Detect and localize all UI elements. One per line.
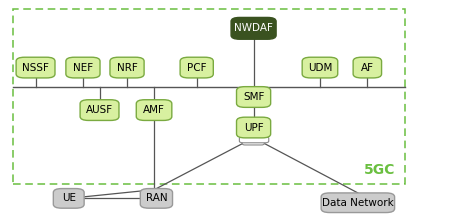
Text: PCF: PCF <box>187 63 207 73</box>
Text: NRF: NRF <box>117 63 137 73</box>
Text: AF: AF <box>361 63 374 73</box>
FancyBboxPatch shape <box>239 137 269 143</box>
FancyBboxPatch shape <box>53 189 84 208</box>
FancyBboxPatch shape <box>231 17 276 39</box>
FancyBboxPatch shape <box>66 57 100 78</box>
Text: AMF: AMF <box>143 105 165 115</box>
FancyBboxPatch shape <box>110 57 144 78</box>
FancyBboxPatch shape <box>237 117 271 138</box>
Text: SMF: SMF <box>243 92 264 102</box>
FancyBboxPatch shape <box>321 193 394 213</box>
Text: 5GC: 5GC <box>364 163 395 177</box>
FancyBboxPatch shape <box>180 57 213 78</box>
FancyBboxPatch shape <box>137 100 172 120</box>
FancyBboxPatch shape <box>16 57 55 78</box>
Text: UPF: UPF <box>244 123 264 133</box>
Bar <box>13 9 405 184</box>
Text: Data Network: Data Network <box>322 198 394 208</box>
Text: NWDAF: NWDAF <box>234 23 273 33</box>
Text: NEF: NEF <box>73 63 93 73</box>
FancyBboxPatch shape <box>140 189 173 208</box>
Text: UDM: UDM <box>308 63 332 73</box>
Text: UE: UE <box>62 193 76 203</box>
FancyBboxPatch shape <box>80 100 119 120</box>
Text: RAN: RAN <box>146 193 167 203</box>
Text: AUSF: AUSF <box>86 105 113 115</box>
Text: NSSF: NSSF <box>22 63 49 73</box>
FancyBboxPatch shape <box>242 141 264 145</box>
FancyBboxPatch shape <box>353 57 382 78</box>
FancyBboxPatch shape <box>302 57 337 78</box>
FancyBboxPatch shape <box>237 87 271 107</box>
